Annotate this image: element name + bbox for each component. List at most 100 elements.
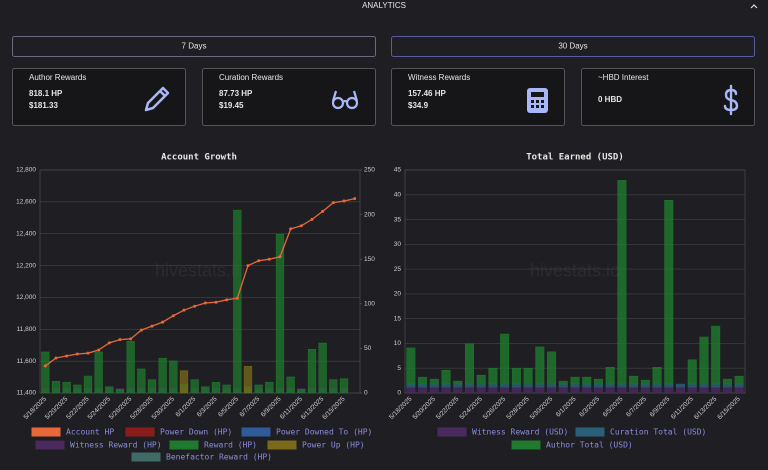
point — [289, 227, 293, 231]
bar — [265, 382, 274, 394]
y-tick-label: 20 — [394, 291, 402, 298]
bar — [465, 386, 474, 394]
bar — [722, 386, 732, 394]
point — [161, 320, 165, 324]
legend-swatch — [35, 440, 65, 450]
collapse-icon[interactable] — [750, 4, 758, 9]
bar — [547, 351, 557, 385]
point — [203, 301, 207, 305]
bar — [558, 383, 568, 388]
bar — [465, 343, 474, 385]
y-tick-label: 25 — [394, 266, 402, 273]
legend-label: Power Down (HP) — [160, 428, 232, 437]
y-tick-label: 12,800 — [16, 167, 36, 174]
bar — [640, 379, 650, 385]
bar — [51, 381, 61, 394]
bar — [318, 342, 327, 394]
bar — [500, 386, 510, 394]
card-title: Witness Rewards — [408, 73, 470, 82]
point — [150, 324, 154, 328]
bar — [570, 386, 580, 394]
chart-title: Account Growth — [161, 153, 237, 163]
bar — [453, 386, 463, 394]
point — [54, 356, 58, 360]
bar — [722, 378, 732, 385]
bar — [429, 386, 439, 394]
bar — [558, 380, 568, 385]
bar — [41, 351, 50, 394]
bar — [676, 383, 685, 388]
bar — [570, 376, 580, 385]
bar — [640, 383, 650, 388]
card-value: $34.9 — [408, 101, 429, 110]
bar — [734, 375, 744, 385]
button-label[interactable]: 30 Days — [558, 42, 587, 51]
legend-label: Witness Reward (USD) — [472, 428, 568, 437]
cards: Author Rewards 818.1 HP $181.33 Curation… — [12, 68, 755, 126]
bar — [441, 383, 451, 388]
y-tick-label: 11,400 — [17, 390, 37, 397]
bar — [441, 369, 451, 385]
card-value: $19.45 — [219, 101, 244, 110]
card-title: ~HBD Interest — [598, 73, 649, 82]
bar — [570, 383, 580, 388]
bar — [169, 360, 178, 394]
bar — [453, 380, 463, 385]
bar — [629, 383, 639, 388]
bar — [179, 370, 189, 394]
y-tick-label: 10 — [394, 340, 402, 347]
bar — [243, 365, 253, 394]
point — [129, 337, 133, 341]
bar — [418, 383, 428, 388]
point — [353, 197, 357, 201]
card-value: $181.33 — [29, 101, 58, 110]
bar — [190, 379, 199, 394]
y2-tick-label: 150 — [364, 256, 375, 263]
bar — [429, 378, 439, 385]
point — [267, 257, 271, 261]
legend-label: Power Downed To (HP) — [276, 428, 372, 437]
bar — [406, 347, 416, 385]
point — [214, 300, 218, 304]
bar — [523, 386, 533, 394]
bar — [711, 386, 721, 394]
bar — [73, 384, 82, 394]
point — [331, 201, 335, 205]
bar — [329, 379, 338, 394]
point — [246, 264, 250, 268]
bar — [476, 383, 486, 388]
bar — [652, 366, 662, 385]
card-value: 87.73 HP — [219, 89, 253, 98]
bar — [535, 346, 545, 385]
bar — [629, 386, 639, 394]
bar — [511, 386, 521, 394]
bar — [453, 383, 463, 388]
bar — [339, 378, 349, 394]
bar — [488, 383, 498, 388]
legend-swatch — [437, 427, 467, 437]
bar — [617, 386, 627, 394]
point — [278, 255, 282, 259]
y2-tick-label: 200 — [364, 211, 375, 218]
card — [391, 68, 565, 126]
y2-tick-label: 100 — [364, 301, 375, 308]
y-tick-label: 35 — [394, 216, 402, 223]
bar — [158, 357, 167, 394]
legend-swatch — [125, 427, 155, 437]
point — [225, 298, 229, 302]
line — [44, 198, 355, 367]
y-tick-label: 0 — [397, 390, 401, 397]
button-7-days[interactable] — [12, 36, 376, 57]
point — [86, 351, 90, 355]
bar — [500, 383, 510, 388]
bar — [535, 383, 545, 388]
button-label[interactable]: 7 Days — [182, 42, 207, 51]
bar — [286, 376, 295, 394]
bar — [734, 386, 744, 394]
watermark: hivestats.io — [530, 260, 620, 280]
dollar-icon — [723, 84, 739, 116]
point — [75, 352, 79, 356]
bar — [62, 382, 71, 394]
point — [43, 364, 47, 368]
button-30-days[interactable] — [391, 36, 755, 57]
